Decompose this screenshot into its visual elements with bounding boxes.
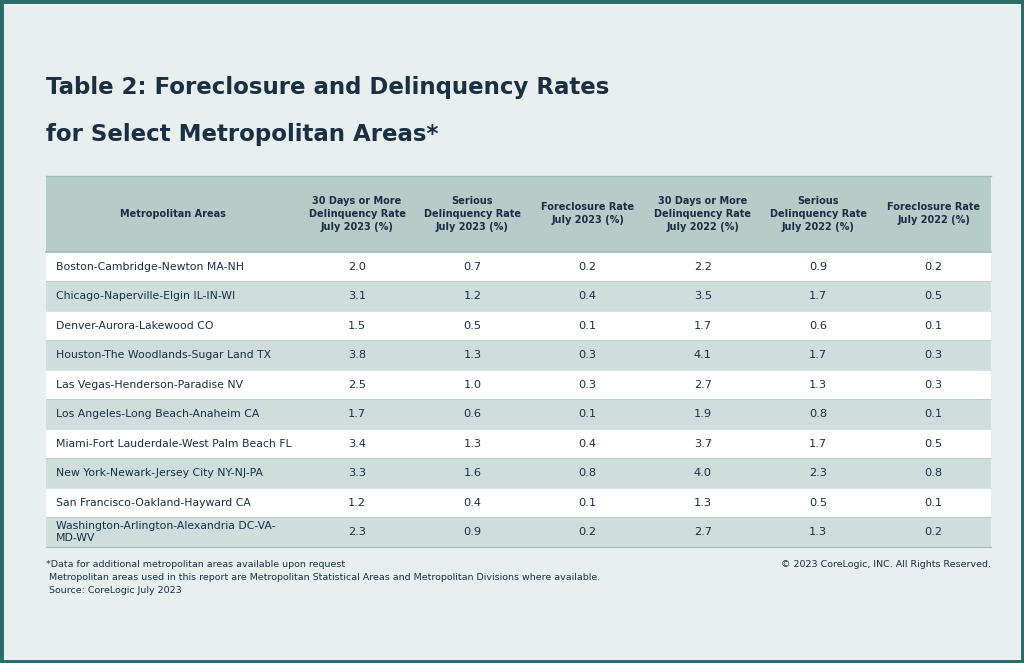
Text: San Francisco-Oakland-Hayward CA: San Francisco-Oakland-Hayward CA: [55, 498, 251, 508]
Text: 0.9: 0.9: [809, 262, 827, 272]
Text: 0.5: 0.5: [925, 439, 943, 449]
Text: 2.3: 2.3: [809, 468, 827, 478]
Text: 30 Days or More
Delinquency Rate
July 2022 (%): 30 Days or More Delinquency Rate July 20…: [654, 196, 752, 232]
Text: 1.7: 1.7: [348, 409, 367, 419]
Text: 0.3: 0.3: [925, 380, 943, 390]
Bar: [46, 488, 991, 518]
Bar: [46, 429, 991, 459]
Text: 0.3: 0.3: [925, 350, 943, 360]
Text: Chicago-Naperville-Elgin IL-IN-WI: Chicago-Naperville-Elgin IL-IN-WI: [55, 291, 234, 301]
Text: for Select Metropolitan Areas*: for Select Metropolitan Areas*: [46, 123, 438, 146]
Text: 1.7: 1.7: [809, 291, 827, 301]
Text: 3.4: 3.4: [348, 439, 366, 449]
Text: 30 Days or More
Delinquency Rate
July 2023 (%): 30 Days or More Delinquency Rate July 20…: [308, 196, 406, 232]
Text: 1.3: 1.3: [809, 380, 827, 390]
Text: 2.0: 2.0: [348, 262, 366, 272]
Text: 0.4: 0.4: [579, 439, 597, 449]
Text: 1.0: 1.0: [463, 380, 481, 390]
Text: 3.7: 3.7: [694, 439, 712, 449]
Text: Foreclosure Rate
July 2023 (%): Foreclosure Rate July 2023 (%): [541, 202, 634, 225]
Text: 0.5: 0.5: [809, 498, 827, 508]
Text: 3.1: 3.1: [348, 291, 367, 301]
Text: 0.1: 0.1: [579, 498, 597, 508]
Text: 4.0: 4.0: [694, 468, 712, 478]
Text: Serious
Delinquency Rate
July 2022 (%): Serious Delinquency Rate July 2022 (%): [770, 196, 866, 232]
Bar: [46, 281, 991, 311]
Text: 0.9: 0.9: [463, 527, 481, 537]
Text: 0.1: 0.1: [925, 321, 943, 331]
Text: 0.8: 0.8: [925, 468, 943, 478]
Text: 0.8: 0.8: [809, 409, 827, 419]
Text: 1.6: 1.6: [463, 468, 481, 478]
Text: Los Angeles-Long Beach-Anaheim CA: Los Angeles-Long Beach-Anaheim CA: [55, 409, 259, 419]
Text: Washington-Arlington-Alexandria DC-VA-
MD-WV: Washington-Arlington-Alexandria DC-VA- M…: [55, 521, 275, 544]
Text: 3.5: 3.5: [694, 291, 712, 301]
Text: Boston-Cambridge-Newton MA-NH: Boston-Cambridge-Newton MA-NH: [55, 262, 244, 272]
Text: 0.7: 0.7: [463, 262, 481, 272]
Text: 0.2: 0.2: [579, 262, 597, 272]
Text: 1.7: 1.7: [809, 350, 827, 360]
Text: Metropolitan Areas: Metropolitan Areas: [120, 209, 225, 219]
Text: 0.2: 0.2: [925, 262, 942, 272]
Bar: [46, 517, 991, 547]
Text: 1.5: 1.5: [348, 321, 367, 331]
Bar: [46, 341, 991, 370]
Bar: [46, 370, 991, 399]
Bar: [46, 399, 991, 429]
Text: 1.3: 1.3: [463, 439, 481, 449]
Text: 0.3: 0.3: [579, 380, 597, 390]
Text: 3.3: 3.3: [348, 468, 367, 478]
Bar: [46, 176, 991, 252]
Text: 0.5: 0.5: [925, 291, 943, 301]
Bar: [46, 311, 991, 341]
Bar: [46, 252, 991, 281]
Text: Las Vegas-Henderson-Paradise NV: Las Vegas-Henderson-Paradise NV: [55, 380, 243, 390]
Text: 1.3: 1.3: [694, 498, 712, 508]
Text: Denver-Aurora-Lakewood CO: Denver-Aurora-Lakewood CO: [55, 321, 213, 331]
Text: 1.2: 1.2: [348, 498, 366, 508]
Text: 4.1: 4.1: [694, 350, 712, 360]
Text: 2.2: 2.2: [694, 262, 712, 272]
Text: 0.3: 0.3: [579, 350, 597, 360]
Text: 0.6: 0.6: [809, 321, 827, 331]
Text: 1.7: 1.7: [809, 439, 827, 449]
Text: 1.3: 1.3: [809, 527, 827, 537]
Text: 1.9: 1.9: [694, 409, 712, 419]
Text: Miami-Fort Lauderdale-West Palm Beach FL: Miami-Fort Lauderdale-West Palm Beach FL: [55, 439, 291, 449]
Text: 0.4: 0.4: [579, 291, 597, 301]
Bar: [46, 459, 991, 488]
Text: 1.2: 1.2: [463, 291, 481, 301]
Text: 2.3: 2.3: [348, 527, 366, 537]
Text: 1.7: 1.7: [694, 321, 712, 331]
Text: Table 2: Foreclosure and Delinquency Rates: Table 2: Foreclosure and Delinquency Rat…: [46, 76, 609, 99]
Text: 0.2: 0.2: [579, 527, 597, 537]
Text: 2.5: 2.5: [348, 380, 366, 390]
Text: New York-Newark-Jersey City NY-NJ-PA: New York-Newark-Jersey City NY-NJ-PA: [55, 468, 262, 478]
Text: 0.1: 0.1: [925, 409, 943, 419]
Text: 0.1: 0.1: [579, 321, 597, 331]
Text: 3.8: 3.8: [348, 350, 367, 360]
Text: *Data for additional metropolitan areas available upon request
 Metropolitan are: *Data for additional metropolitan areas …: [46, 560, 600, 595]
Text: 0.8: 0.8: [579, 468, 597, 478]
Text: 0.5: 0.5: [463, 321, 481, 331]
Text: 0.1: 0.1: [579, 409, 597, 419]
Text: 1.3: 1.3: [463, 350, 481, 360]
Text: 0.1: 0.1: [925, 498, 943, 508]
Text: 0.2: 0.2: [925, 527, 942, 537]
Text: 2.7: 2.7: [694, 527, 712, 537]
Text: Houston-The Woodlands-Sugar Land TX: Houston-The Woodlands-Sugar Land TX: [55, 350, 270, 360]
Text: © 2023 CoreLogic, INC. All Rights Reserved.: © 2023 CoreLogic, INC. All Rights Reserv…: [781, 560, 991, 570]
Text: 0.6: 0.6: [463, 409, 481, 419]
Text: Foreclosure Rate
July 2022 (%): Foreclosure Rate July 2022 (%): [887, 202, 980, 225]
Text: 2.7: 2.7: [694, 380, 712, 390]
Text: 0.4: 0.4: [463, 498, 481, 508]
Text: Serious
Delinquency Rate
July 2023 (%): Serious Delinquency Rate July 2023 (%): [424, 196, 521, 232]
